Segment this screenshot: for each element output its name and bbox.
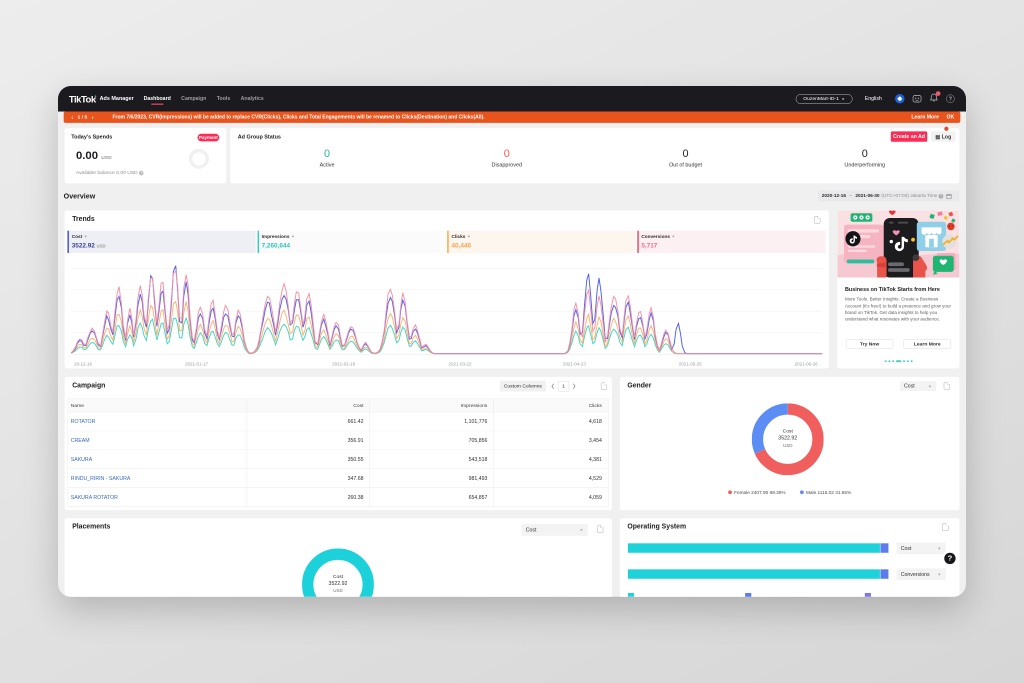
svg-text:2021-05-25: 2021-05-25 (679, 361, 702, 366)
svg-text:20-12-16: 20-12-16 (74, 361, 92, 366)
svg-text:2021-03-22: 2021-03-22 (449, 361, 472, 366)
svg-text:2021-06-26: 2021-06-26 (795, 361, 818, 366)
svg-text:2021-01-17: 2021-01-17 (185, 361, 208, 366)
svg-text:2021-04-23: 2021-04-23 (563, 361, 586, 366)
svg-text:2021-02-18: 2021-02-18 (332, 361, 355, 366)
